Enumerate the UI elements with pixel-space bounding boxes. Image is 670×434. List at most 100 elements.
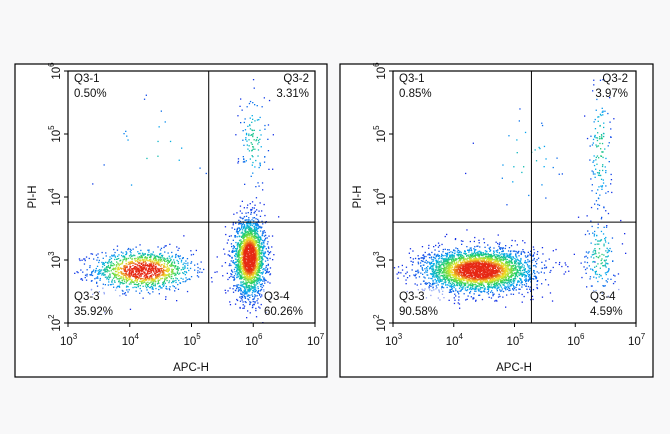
event-dot: [600, 218, 603, 220]
event-dot: [262, 189, 264, 191]
event-dot: [265, 266, 267, 268]
event-dot: [171, 268, 173, 270]
event-dot: [519, 108, 521, 110]
event-dot: [127, 257, 129, 260]
event-dot: [241, 242, 244, 244]
event-dot: [239, 210, 241, 212]
event-dot: [584, 233, 587, 236]
event-dot: [259, 258, 261, 260]
event-dot: [501, 290, 503, 292]
event-dot: [126, 285, 128, 287]
event-dot: [592, 269, 594, 272]
event-dot: [604, 166, 606, 168]
event-dot: [253, 240, 255, 242]
event-dot: [133, 275, 135, 277]
event-dot: [499, 247, 502, 249]
event-dot: [255, 287, 257, 289]
event-dot: [259, 163, 261, 165]
event-dot: [161, 271, 163, 273]
event-dot: [244, 183, 246, 185]
event-dot: [152, 271, 155, 273]
event-dot: [433, 274, 435, 276]
event-dot: [245, 301, 247, 304]
event-dot: [529, 276, 531, 278]
event-dot: [512, 280, 514, 282]
event-dot: [594, 203, 596, 205]
event-dot: [165, 298, 167, 300]
event-dot: [253, 286, 255, 289]
event-dot: [103, 164, 105, 166]
event-dot: [254, 285, 256, 287]
event-dot: [152, 267, 154, 269]
event-dot: [147, 269, 150, 271]
event-dot: [261, 210, 263, 212]
event-dot: [591, 190, 593, 192]
event-dot: [237, 259, 240, 261]
event-dot: [529, 286, 531, 288]
event-dot: [77, 271, 79, 274]
event-dot: [463, 252, 465, 254]
event-dot: [469, 292, 471, 294]
event-dot: [423, 264, 425, 266]
event-dot: [118, 275, 121, 277]
event-dot: [603, 245, 605, 247]
event-dot: [267, 250, 269, 252]
event-dot: [161, 287, 163, 289]
event-dot: [252, 259, 254, 261]
event-dot: [151, 264, 153, 266]
event-dot: [610, 250, 613, 253]
event-dot: [251, 241, 253, 243]
event-dot: [534, 264, 536, 267]
event-dot: [607, 249, 609, 251]
event-dot: [521, 266, 523, 268]
event-dot: [240, 274, 242, 277]
event-dot: [131, 262, 133, 264]
event-dot: [239, 248, 242, 250]
event-dot: [251, 246, 253, 248]
event-dot: [605, 256, 607, 258]
event-dot: [134, 272, 136, 274]
event-dot: [246, 257, 248, 260]
event-dot: [441, 283, 443, 285]
event-dot: [252, 257, 254, 260]
event-dot: [251, 155, 253, 157]
event-dot: [243, 207, 245, 209]
event-dot: [173, 262, 176, 264]
event-dot: [431, 278, 433, 280]
event-dot: [163, 269, 165, 272]
event-dot: [586, 267, 588, 269]
event-dot: [144, 269, 147, 271]
event-dot: [96, 281, 98, 283]
event-dot: [246, 264, 248, 266]
event-dot: [117, 263, 120, 265]
event-dot: [236, 259, 238, 261]
event-dot: [441, 254, 443, 257]
event-dot: [249, 241, 251, 243]
event-dot: [199, 167, 201, 169]
event-dot: [241, 236, 243, 238]
event-dot: [141, 252, 144, 254]
event-dot: [99, 277, 101, 280]
event-dot: [168, 288, 170, 290]
event-dot: [459, 285, 461, 287]
event-dot: [164, 121, 166, 123]
event-dot: [525, 279, 527, 281]
event-dot: [244, 129, 247, 131]
event-dot: [256, 228, 259, 230]
event-dot: [494, 300, 496, 302]
event-dot: [243, 307, 245, 309]
event-dot: [182, 272, 184, 274]
event-dot: [527, 265, 529, 267]
event-dot: [91, 253, 94, 255]
event-dot: [435, 273, 438, 275]
event-dot: [239, 216, 241, 218]
event-dot: [405, 279, 407, 281]
event-dot: [255, 226, 257, 229]
event-dot: [604, 148, 606, 150]
event-dot: [434, 276, 436, 278]
event-dot: [256, 272, 258, 274]
event-dot: [464, 250, 466, 252]
event-dot: [505, 306, 507, 308]
event-dot: [442, 283, 444, 285]
event-dot: [606, 256, 608, 258]
